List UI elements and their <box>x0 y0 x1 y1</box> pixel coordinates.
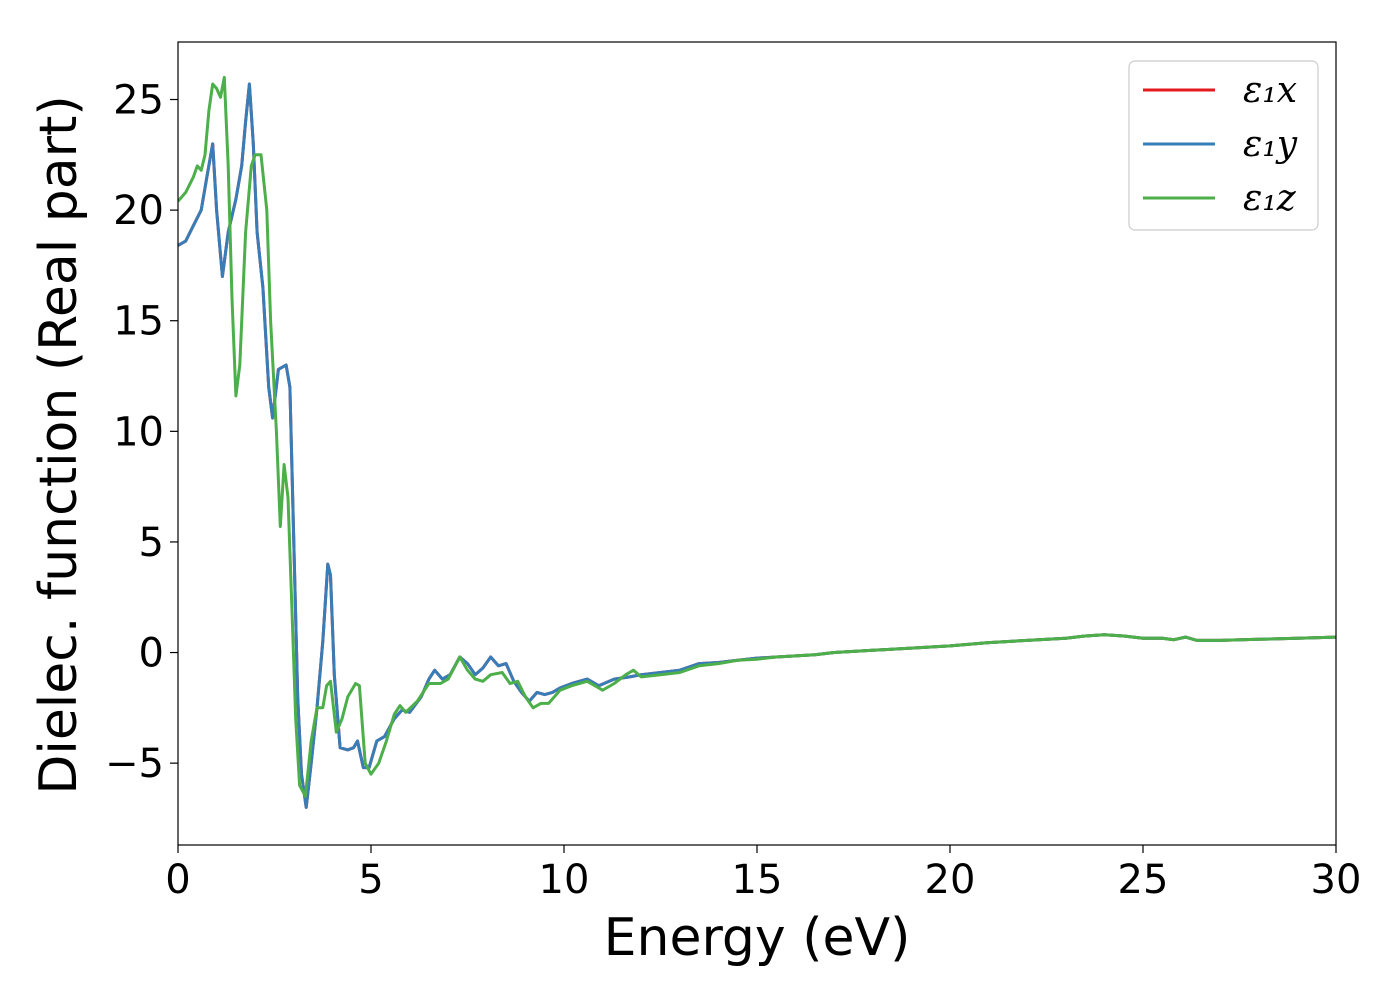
x-tick-label: 15 <box>732 857 783 903</box>
legend-box <box>1128 60 1319 231</box>
y-tick-label: −5 <box>105 741 164 787</box>
x-tick-label: 20 <box>925 857 976 903</box>
x-axis-ticks: 0 5 10 15 20 25 30 <box>165 845 1361 903</box>
x-tick-label: 30 <box>1311 857 1362 903</box>
legend-label-0: ε₁x <box>1243 70 1297 111</box>
series-layer <box>178 75 1336 809</box>
x-tick-label: 0 <box>165 857 190 903</box>
y-tick-label: 15 <box>113 299 164 345</box>
legend: ε₁x ε₁y ε₁z <box>1128 60 1319 231</box>
y-tick-label: 5 <box>139 520 164 566</box>
x-tick-label: 10 <box>539 857 590 903</box>
x-tick-label: 5 <box>358 857 383 903</box>
legend-label-2: ε₁z <box>1243 178 1297 219</box>
y-tick-label: 20 <box>113 188 164 234</box>
y-axis-ticks: −5 0 5 10 15 20 25 <box>105 78 178 787</box>
legend-label-1: ε₁y <box>1243 124 1298 165</box>
x-axis-label: Energy (eV) <box>604 908 911 968</box>
y-axis-label: Dielec. function (Real part) <box>29 95 89 794</box>
y-tick-label: 0 <box>139 631 164 677</box>
series-line-2 <box>178 75 1336 798</box>
y-tick-label: 10 <box>113 409 164 455</box>
y-tick-label: 25 <box>113 78 164 124</box>
x-tick-label: 25 <box>1118 857 1169 903</box>
legend-items: ε₁x ε₁y ε₁z <box>1143 70 1298 219</box>
